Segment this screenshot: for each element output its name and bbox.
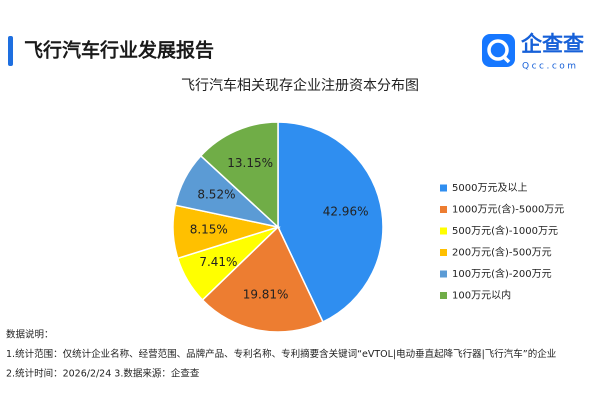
title-bar — [8, 36, 13, 66]
pie-slice — [199, 121, 279, 229]
legend-label: 100万元(含)-200万元 — [452, 267, 552, 280]
data-label: 13.15% — [227, 156, 273, 170]
data-label: 19.81% — [243, 288, 289, 302]
logo-icon-q — [487, 39, 509, 61]
legend-swatch — [440, 227, 447, 235]
note: 1.统计范围：仅统计企业名称、经营范围、品牌产品、专利名称、专利摘要含关键词“e… — [6, 348, 556, 360]
page-title: 飞行汽车行业发展报告 — [24, 39, 214, 62]
data-label: 7.41% — [199, 255, 237, 269]
legend-swatch — [440, 292, 447, 299]
legend-swatch — [440, 184, 447, 192]
note: 数据说明： — [6, 329, 54, 341]
legend-swatch — [440, 206, 447, 213]
logo-text: 企查查 — [520, 32, 584, 56]
logo-domain: Qcc.com — [522, 62, 579, 72]
logo-icon — [482, 34, 515, 67]
chart-title: 飞行汽车相关现存企业注册资本分布图 — [181, 77, 419, 94]
legend-label: 500万元(含)-1000万元 — [452, 224, 558, 237]
data-label: 8.15% — [190, 223, 228, 237]
note: 2.统计时间：2026/2/24 3.数据来源：企查查 — [6, 368, 200, 380]
logo-icon-tail — [501, 54, 511, 64]
legend-label: 100万元以内 — [452, 289, 511, 302]
legend-label: 5000万元及以上 — [452, 182, 527, 194]
pie-slice — [201, 225, 324, 333]
legend-label: 1000万元(含)-5000万元 — [452, 203, 564, 216]
data-label: 8.52% — [197, 188, 235, 202]
legend-swatch — [440, 249, 447, 256]
legend-swatch — [440, 270, 447, 278]
legend-label: 200万元(含)-500万元 — [452, 246, 552, 259]
data-label: 42.96% — [323, 204, 369, 218]
pie-slice — [277, 121, 384, 323]
